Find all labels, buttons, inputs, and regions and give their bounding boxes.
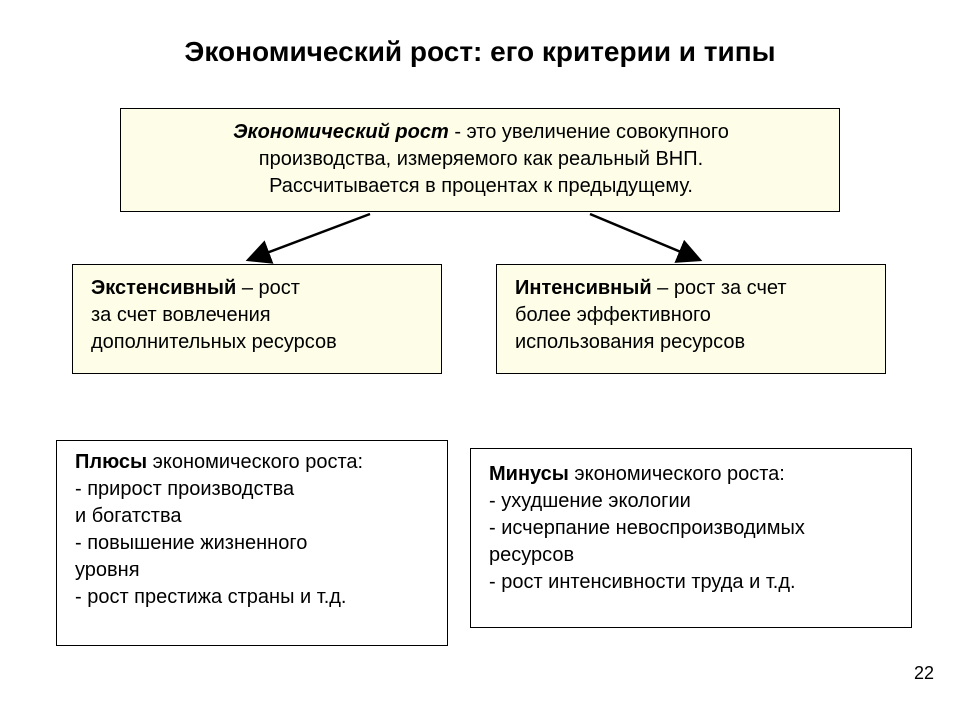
extensive-line-3: дополнительных ресурсов [91, 331, 337, 353]
definition-box: Экономический рост - это увеличение сово… [120, 108, 840, 212]
cons-box: Минусы экономического роста: - ухудшение… [470, 448, 912, 628]
cons-rest-1: экономического роста: [569, 463, 785, 485]
pros-item-1b: и богатства [75, 505, 181, 527]
extensive-lead: Экстенсивный [91, 277, 236, 299]
cons-item-3: - рост интенсивности труда и т.д. [489, 571, 796, 593]
pros-rest-1: экономического роста: [147, 451, 363, 473]
intensive-lead: Интенсивный [515, 277, 652, 299]
pros-item-2b: уровня [75, 559, 140, 581]
pros-item-2a: - повышение жизненного [75, 532, 307, 554]
intensive-line-3: использования ресурсов [515, 331, 745, 353]
cons-item-2a: - исчерпание невоспроизводимых [489, 517, 805, 539]
page-title: Экономический рост: его критерии и типы [0, 36, 960, 68]
definition-rest-1: - это увеличение совокупного [449, 121, 729, 143]
definition-line-3: Рассчитывается в процентах к предыдущему… [269, 175, 693, 197]
intensive-line-2: более эффективного [515, 304, 711, 326]
pros-lead: Плюсы [75, 451, 147, 473]
pros-item-1a: - прирост производства [75, 478, 294, 500]
extensive-box: Экстенсивный – рост за счет вовлечения д… [72, 264, 442, 374]
definition-line-2: производства, измеряемого как реальный В… [259, 148, 703, 170]
definition-lead: Экономический рост [233, 121, 449, 143]
intensive-rest-1: – рост за счет [652, 277, 787, 299]
pros-item-3: - рост престижа страны и т.д. [75, 586, 346, 608]
arrow-right [590, 214, 700, 260]
cons-lead: Минусы [489, 463, 569, 485]
extensive-line-2: за счет вовлечения [91, 304, 271, 326]
arrow-left [248, 214, 370, 260]
extensive-rest-1: – рост [236, 277, 300, 299]
cons-item-2b: ресурсов [489, 544, 574, 566]
cons-item-1: - ухудшение экологии [489, 490, 691, 512]
pros-box: Плюсы экономического роста: - прирост пр… [56, 440, 448, 646]
intensive-box: Интенсивный – рост за счет более эффекти… [496, 264, 886, 374]
page-number: 22 [914, 663, 934, 684]
